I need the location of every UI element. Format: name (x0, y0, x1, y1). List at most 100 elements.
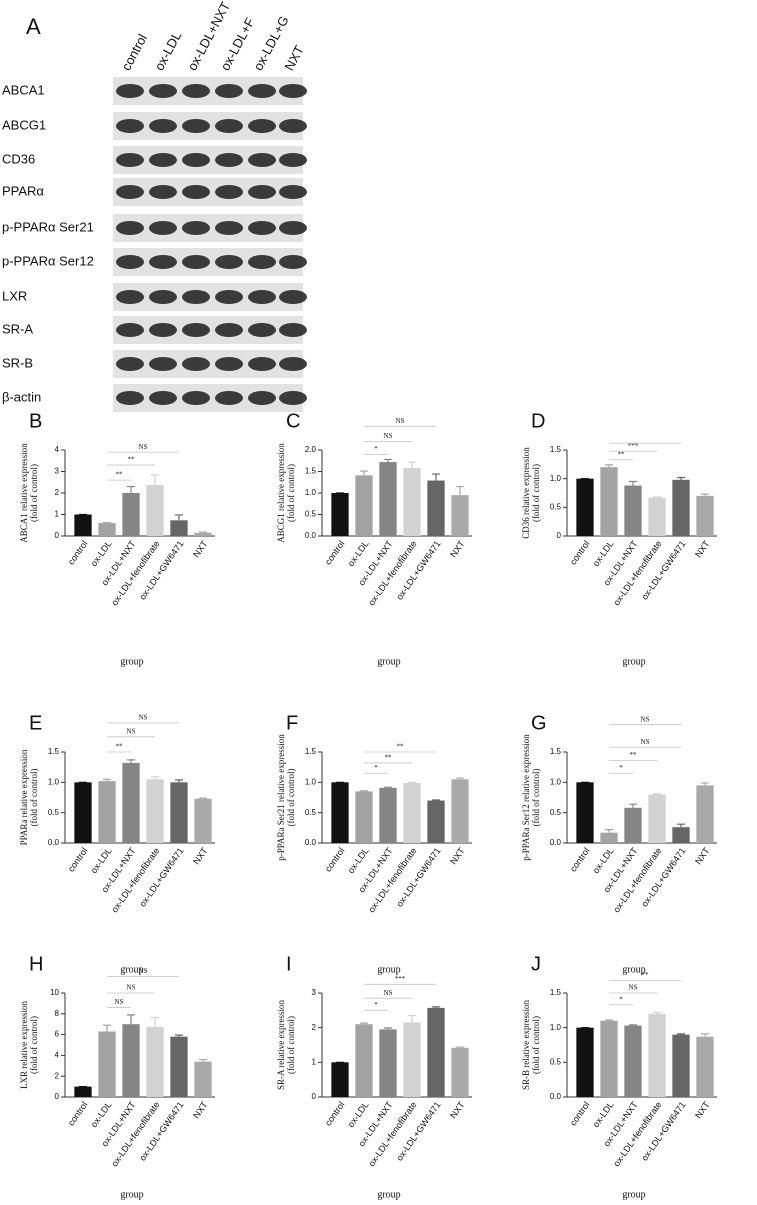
significance-label: * (374, 445, 378, 453)
band (182, 391, 210, 405)
error-bar (456, 485, 464, 496)
x-tick-label: ox-LDL+GW6471 (639, 1100, 687, 1163)
x-tick-label: control (66, 846, 90, 874)
y-tick-label: 0 (557, 531, 562, 540)
bar (696, 1036, 714, 1097)
x-tick-label: control (568, 1100, 592, 1128)
significance-label: NS (384, 432, 393, 440)
y-tick-label: 4 (55, 445, 60, 454)
significance-label: NS (641, 738, 650, 746)
bar (331, 493, 349, 536)
x-tick-label: ox-LDL+GW6471 (394, 539, 442, 602)
band (116, 119, 144, 133)
y-tick-label: 0 (55, 531, 60, 540)
y-tick-label: 0.0 (550, 1092, 562, 1101)
error-bar (384, 1027, 392, 1030)
bar (331, 1062, 349, 1097)
lane-label: control (118, 31, 150, 73)
bar (146, 1026, 164, 1097)
panel-label: E (29, 712, 42, 734)
y-tick-label: 0.5 (48, 808, 60, 817)
band (279, 290, 307, 304)
bar (648, 497, 666, 536)
bar (600, 1020, 618, 1097)
band (116, 153, 144, 167)
bar (146, 485, 164, 536)
significance-label: *** (628, 442, 639, 450)
y-tick-label: 0.5 (550, 808, 562, 817)
band (182, 357, 210, 371)
band (116, 255, 144, 269)
bar (331, 782, 349, 843)
band (279, 119, 307, 133)
band (215, 391, 243, 405)
panel-label: G (531, 712, 547, 734)
bar (672, 479, 690, 536)
error-bar (151, 776, 159, 780)
bar (451, 495, 469, 536)
band (182, 119, 210, 133)
x-axis-label: group (377, 1189, 400, 1200)
x-tick-label: ox-LDL (591, 1100, 616, 1130)
significance-label: * (374, 1001, 378, 1009)
x-tick-label: control (66, 539, 90, 567)
y-tick-label: 2 (55, 1071, 60, 1080)
error-bar (629, 1024, 637, 1026)
band (248, 185, 276, 199)
x-tick-label: ox-LDL+GW6471 (137, 539, 185, 602)
band (279, 84, 307, 98)
x-axis-label: group (120, 964, 143, 975)
bar (427, 800, 445, 843)
band (248, 391, 276, 405)
significance-label: NS (384, 989, 393, 997)
x-tick-label: ox-LDL+GW6471 (639, 846, 687, 909)
bar (355, 1024, 373, 1097)
error-bar (605, 1019, 613, 1021)
row-label: β-actin (2, 389, 41, 404)
band (182, 84, 210, 98)
row-label: p-PPARα Ser12 (2, 253, 94, 268)
error-bar (199, 531, 207, 533)
y-tick-label: 1.0 (550, 474, 562, 483)
y-tick-label: 1.0 (305, 488, 317, 497)
y-tick-label: 1.5 (550, 988, 562, 997)
band (279, 357, 307, 371)
y-tick-label: 0.5 (550, 502, 562, 511)
panel-label: B (29, 410, 42, 432)
significance-label: NS (396, 417, 405, 425)
bar (122, 762, 140, 843)
y-tick-label: 1.0 (48, 777, 60, 786)
error-bar (199, 1058, 207, 1062)
error-bar (103, 1024, 111, 1032)
y-tick-label: 0.5 (305, 808, 317, 817)
band (248, 357, 276, 371)
band (182, 153, 210, 167)
y-axis-label: p-PPARa Ser21 relative expression (276, 734, 286, 861)
y-axis-label: (fold of control) (29, 1016, 39, 1074)
x-tick-label: ox-LDL (591, 846, 616, 876)
band (279, 255, 307, 269)
y-tick-label: 0.5 (550, 1057, 562, 1066)
x-axis-label: group (120, 656, 143, 667)
band (215, 221, 243, 235)
x-tick-label: control (568, 846, 592, 874)
band (116, 391, 144, 405)
band (279, 185, 307, 199)
bar (648, 794, 666, 843)
x-tick-label: ox-LDL (346, 846, 371, 876)
error-bar (677, 476, 685, 480)
x-tick-label: NXT (448, 1099, 467, 1120)
panel-label: J (531, 953, 541, 975)
significance-label: ** (116, 743, 124, 751)
error-bar (360, 470, 368, 476)
band (149, 255, 177, 269)
band (279, 323, 307, 337)
x-tick-label: control (66, 1100, 90, 1128)
lane-label: NXT (281, 43, 306, 73)
bar (576, 478, 594, 536)
error-bar (701, 1033, 709, 1037)
x-tick-label: control (323, 539, 347, 567)
row-label: SR-B (2, 355, 33, 370)
x-tick-label: NXT (693, 538, 712, 559)
bar (427, 1007, 445, 1097)
